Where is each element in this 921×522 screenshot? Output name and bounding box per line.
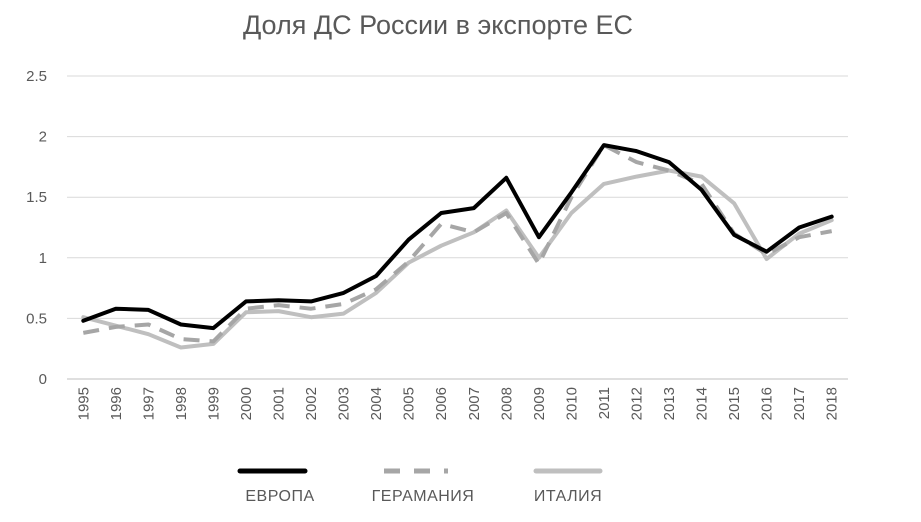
x-tick-label: 2007 [466, 387, 483, 420]
gridlines [67, 75, 848, 380]
y-tick-label: 1 [39, 250, 47, 267]
y-tick-label: 1.5 [26, 189, 47, 206]
legend-item: ИТАЛИЯ [533, 468, 603, 505]
x-tick-label: 2011 [596, 387, 613, 419]
y-axis-ticks: 0 0.5 1 1.5 2 2.5 [26, 68, 47, 388]
x-tick-label: 2004 [368, 387, 385, 420]
y-tick-label: 2.5 [26, 68, 47, 85]
x-tick-label: 2000 [238, 387, 255, 420]
x-axis-ticks: 1995 1996 1997 1998 1999 2000 2001 2002 2003 2004… [75, 387, 840, 420]
x-tick-label: 2015 [726, 387, 743, 420]
x-tick-label: 2017 [791, 387, 808, 420]
legend-item: ГЕРАМАНИЯ [372, 468, 475, 505]
series-line [82, 143, 833, 344]
y-tick-label: 0.5 [26, 310, 47, 327]
x-tick-label: 2010 [563, 387, 580, 420]
x-tick-label: 1997 [140, 387, 157, 420]
legend-label: ИТАЛИЯ [534, 488, 602, 505]
x-tick-label: 2001 [271, 387, 288, 420]
x-tick-label: 2012 [628, 387, 645, 420]
x-tick-label: 2002 [303, 387, 320, 420]
y-tick-label: 2 [39, 129, 47, 146]
x-tick-label: 2006 [433, 387, 450, 420]
legend: ЕВРОПА ГЕРАМАНИЯ ИТАЛИЯ [237, 468, 603, 505]
x-tick-label: 2014 [694, 387, 711, 420]
x-tick-label: 1996 [108, 387, 125, 420]
legend-label: ГЕРАМАНИЯ [372, 488, 475, 505]
chart-title: Доля ДС России в экспорте ЕС [243, 10, 633, 40]
series-line [81, 143, 834, 331]
series-lines [81, 143, 834, 350]
x-tick-label: 1995 [75, 387, 92, 420]
y-tick-label: 0 [39, 371, 47, 388]
x-tick-label: 2013 [661, 387, 678, 420]
x-tick-label: 2008 [498, 387, 515, 420]
x-tick-label: 2018 [824, 387, 841, 420]
series-2 [82, 143, 833, 344]
series-1 [81, 143, 834, 331]
x-tick-label: 1998 [173, 387, 190, 420]
x-tick-label: 2003 [336, 387, 353, 420]
x-tick-label: 2016 [759, 387, 776, 420]
x-tick-label: 1999 [205, 387, 222, 420]
x-tick-label: 2005 [401, 387, 418, 420]
legend-item: ЕВРОПА [237, 468, 314, 505]
x-tick-label: 2009 [531, 387, 548, 420]
legend-label: ЕВРОПА [245, 488, 314, 505]
series-line [81, 168, 834, 350]
